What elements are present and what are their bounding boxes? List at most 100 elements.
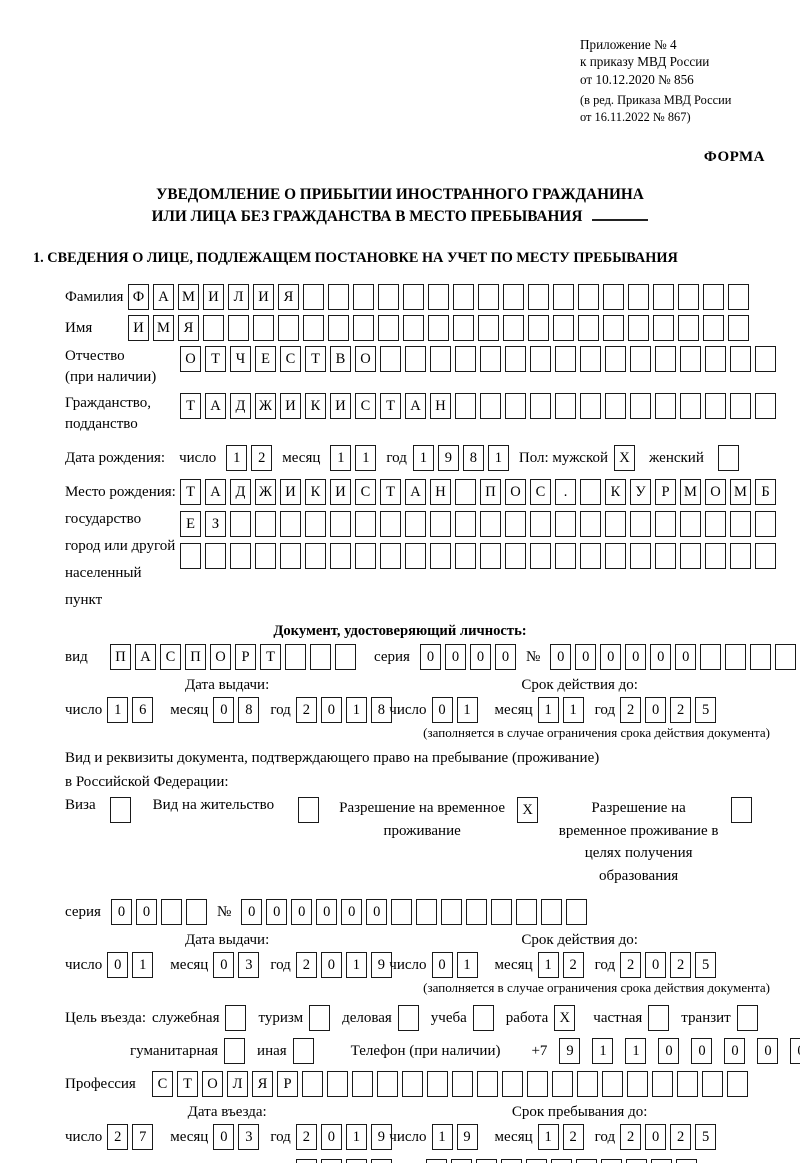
char-cell[interactable] <box>505 393 526 420</box>
char-cell[interactable]: 0 <box>291 899 313 926</box>
char-cell[interactable] <box>302 1071 323 1098</box>
char-cell[interactable] <box>328 315 349 342</box>
char-cell[interactable]: Т <box>305 346 326 373</box>
char-cell[interactable] <box>505 346 526 373</box>
char-cell[interactable] <box>180 543 201 570</box>
char-cell[interactable] <box>705 511 726 538</box>
char-cell[interactable]: 0 <box>370 1159 392 1163</box>
char-cell[interactable]: К <box>305 393 326 420</box>
business-checkbox-cell[interactable] <box>225 1005 247 1032</box>
char-cell[interactable] <box>530 346 551 373</box>
char-cell[interactable] <box>527 1071 548 1098</box>
transit-checkbox-cell[interactable] <box>736 1005 758 1032</box>
char-cell[interactable] <box>416 899 438 926</box>
char-cell[interactable] <box>380 543 401 570</box>
char-cell[interactable]: И <box>253 284 274 311</box>
char-cell[interactable]: 2 <box>562 1124 584 1151</box>
humanitarian-checkbox-cell[interactable] <box>224 1038 246 1065</box>
char-cell[interactable]: 1 <box>345 952 367 979</box>
char-cell[interactable] <box>578 284 599 311</box>
char-cell[interactable]: 0 <box>724 1038 746 1065</box>
char-cell[interactable]: З <box>205 511 226 538</box>
char-cell[interactable]: 0 <box>650 644 672 671</box>
char-cell[interactable]: 1 <box>592 1038 614 1065</box>
char-cell[interactable]: 0 <box>110 899 132 926</box>
char-cell[interactable] <box>555 511 576 538</box>
char-cell[interactable]: О <box>505 479 526 506</box>
char-cell[interactable]: 1 <box>107 697 129 724</box>
char-cell[interactable] <box>205 543 226 570</box>
char-cell[interactable] <box>427 1071 448 1098</box>
char-cell[interactable] <box>630 346 651 373</box>
char-cell[interactable] <box>628 284 649 311</box>
char-cell[interactable] <box>280 511 301 538</box>
char-cell[interactable] <box>491 899 513 926</box>
char-cell[interactable]: 0 <box>526 1159 548 1163</box>
char-cell[interactable]: Н <box>430 479 451 506</box>
char-cell[interactable] <box>278 315 299 342</box>
visa-checkbox-cell[interactable] <box>109 797 131 824</box>
char-cell[interactable] <box>705 346 726 373</box>
char-cell[interactable]: А <box>153 284 174 311</box>
char-cell[interactable]: Т <box>180 479 201 506</box>
female-checkbox-cell[interactable] <box>717 445 739 472</box>
char-cell[interactable] <box>530 543 551 570</box>
char-cell[interactable] <box>530 511 551 538</box>
char-cell[interactable] <box>700 644 722 671</box>
char-cell[interactable] <box>303 284 324 311</box>
char-cell[interactable]: 0 <box>320 1159 342 1163</box>
char-cell[interactable] <box>680 511 701 538</box>
char-cell[interactable] <box>228 315 249 342</box>
char-cell[interactable]: С <box>355 393 376 420</box>
char-cell[interactable] <box>505 511 526 538</box>
char-cell[interactable]: М <box>730 479 751 506</box>
char-cell[interactable]: Р <box>655 479 676 506</box>
char-cell[interactable] <box>630 511 651 538</box>
char-cell[interactable] <box>428 284 449 311</box>
char-cell[interactable] <box>603 284 624 311</box>
char-cell[interactable]: 2 <box>620 1124 642 1151</box>
char-cell[interactable]: К <box>605 479 626 506</box>
char-cell[interactable] <box>555 346 576 373</box>
char-cell[interactable]: И <box>280 479 301 506</box>
char-cell[interactable] <box>627 1071 648 1098</box>
char-cell[interactable] <box>430 543 451 570</box>
char-cell[interactable] <box>253 315 274 342</box>
char-cell[interactable] <box>378 315 399 342</box>
char-cell[interactable] <box>405 543 426 570</box>
char-cell[interactable] <box>727 1071 748 1098</box>
char-cell[interactable]: 9 <box>559 1038 581 1065</box>
char-cell[interactable]: М <box>178 284 199 311</box>
char-cell[interactable]: Ж <box>255 479 276 506</box>
char-cell[interactable] <box>680 346 701 373</box>
char-cell[interactable]: 0 <box>645 697 667 724</box>
char-cell[interactable] <box>655 346 676 373</box>
char-cell[interactable]: Н <box>430 393 451 420</box>
char-cell[interactable] <box>402 1071 423 1098</box>
char-cell[interactable]: 0 <box>213 952 235 979</box>
char-cell[interactable]: 8 <box>462 445 484 472</box>
char-cell[interactable]: 6 <box>132 697 154 724</box>
char-cell[interactable] <box>755 511 776 538</box>
char-cell[interactable] <box>730 543 751 570</box>
char-cell[interactable] <box>678 284 699 311</box>
char-cell[interactable]: Д <box>230 479 251 506</box>
char-cell[interactable]: Т <box>205 346 226 373</box>
char-cell[interactable]: 0 <box>213 697 235 724</box>
char-cell[interactable]: П <box>110 644 131 671</box>
char-cell[interactable]: 5 <box>695 1124 717 1151</box>
char-cell[interactable]: 1 <box>345 697 367 724</box>
char-cell[interactable]: О <box>202 1071 223 1098</box>
char-cell[interactable]: 2 <box>295 952 317 979</box>
char-cell[interactable]: И <box>330 479 351 506</box>
char-cell[interactable]: 0 <box>757 1038 779 1065</box>
char-cell[interactable]: 0 <box>295 1159 317 1163</box>
char-cell[interactable]: 2 <box>620 952 642 979</box>
char-cell[interactable] <box>653 284 674 311</box>
char-cell[interactable]: 0 <box>645 1124 667 1151</box>
char-cell[interactable]: В <box>330 346 351 373</box>
char-cell[interactable] <box>676 1159 698 1163</box>
char-cell[interactable] <box>516 899 538 926</box>
char-cell[interactable] <box>680 543 701 570</box>
char-cell[interactable]: 2 <box>562 952 584 979</box>
